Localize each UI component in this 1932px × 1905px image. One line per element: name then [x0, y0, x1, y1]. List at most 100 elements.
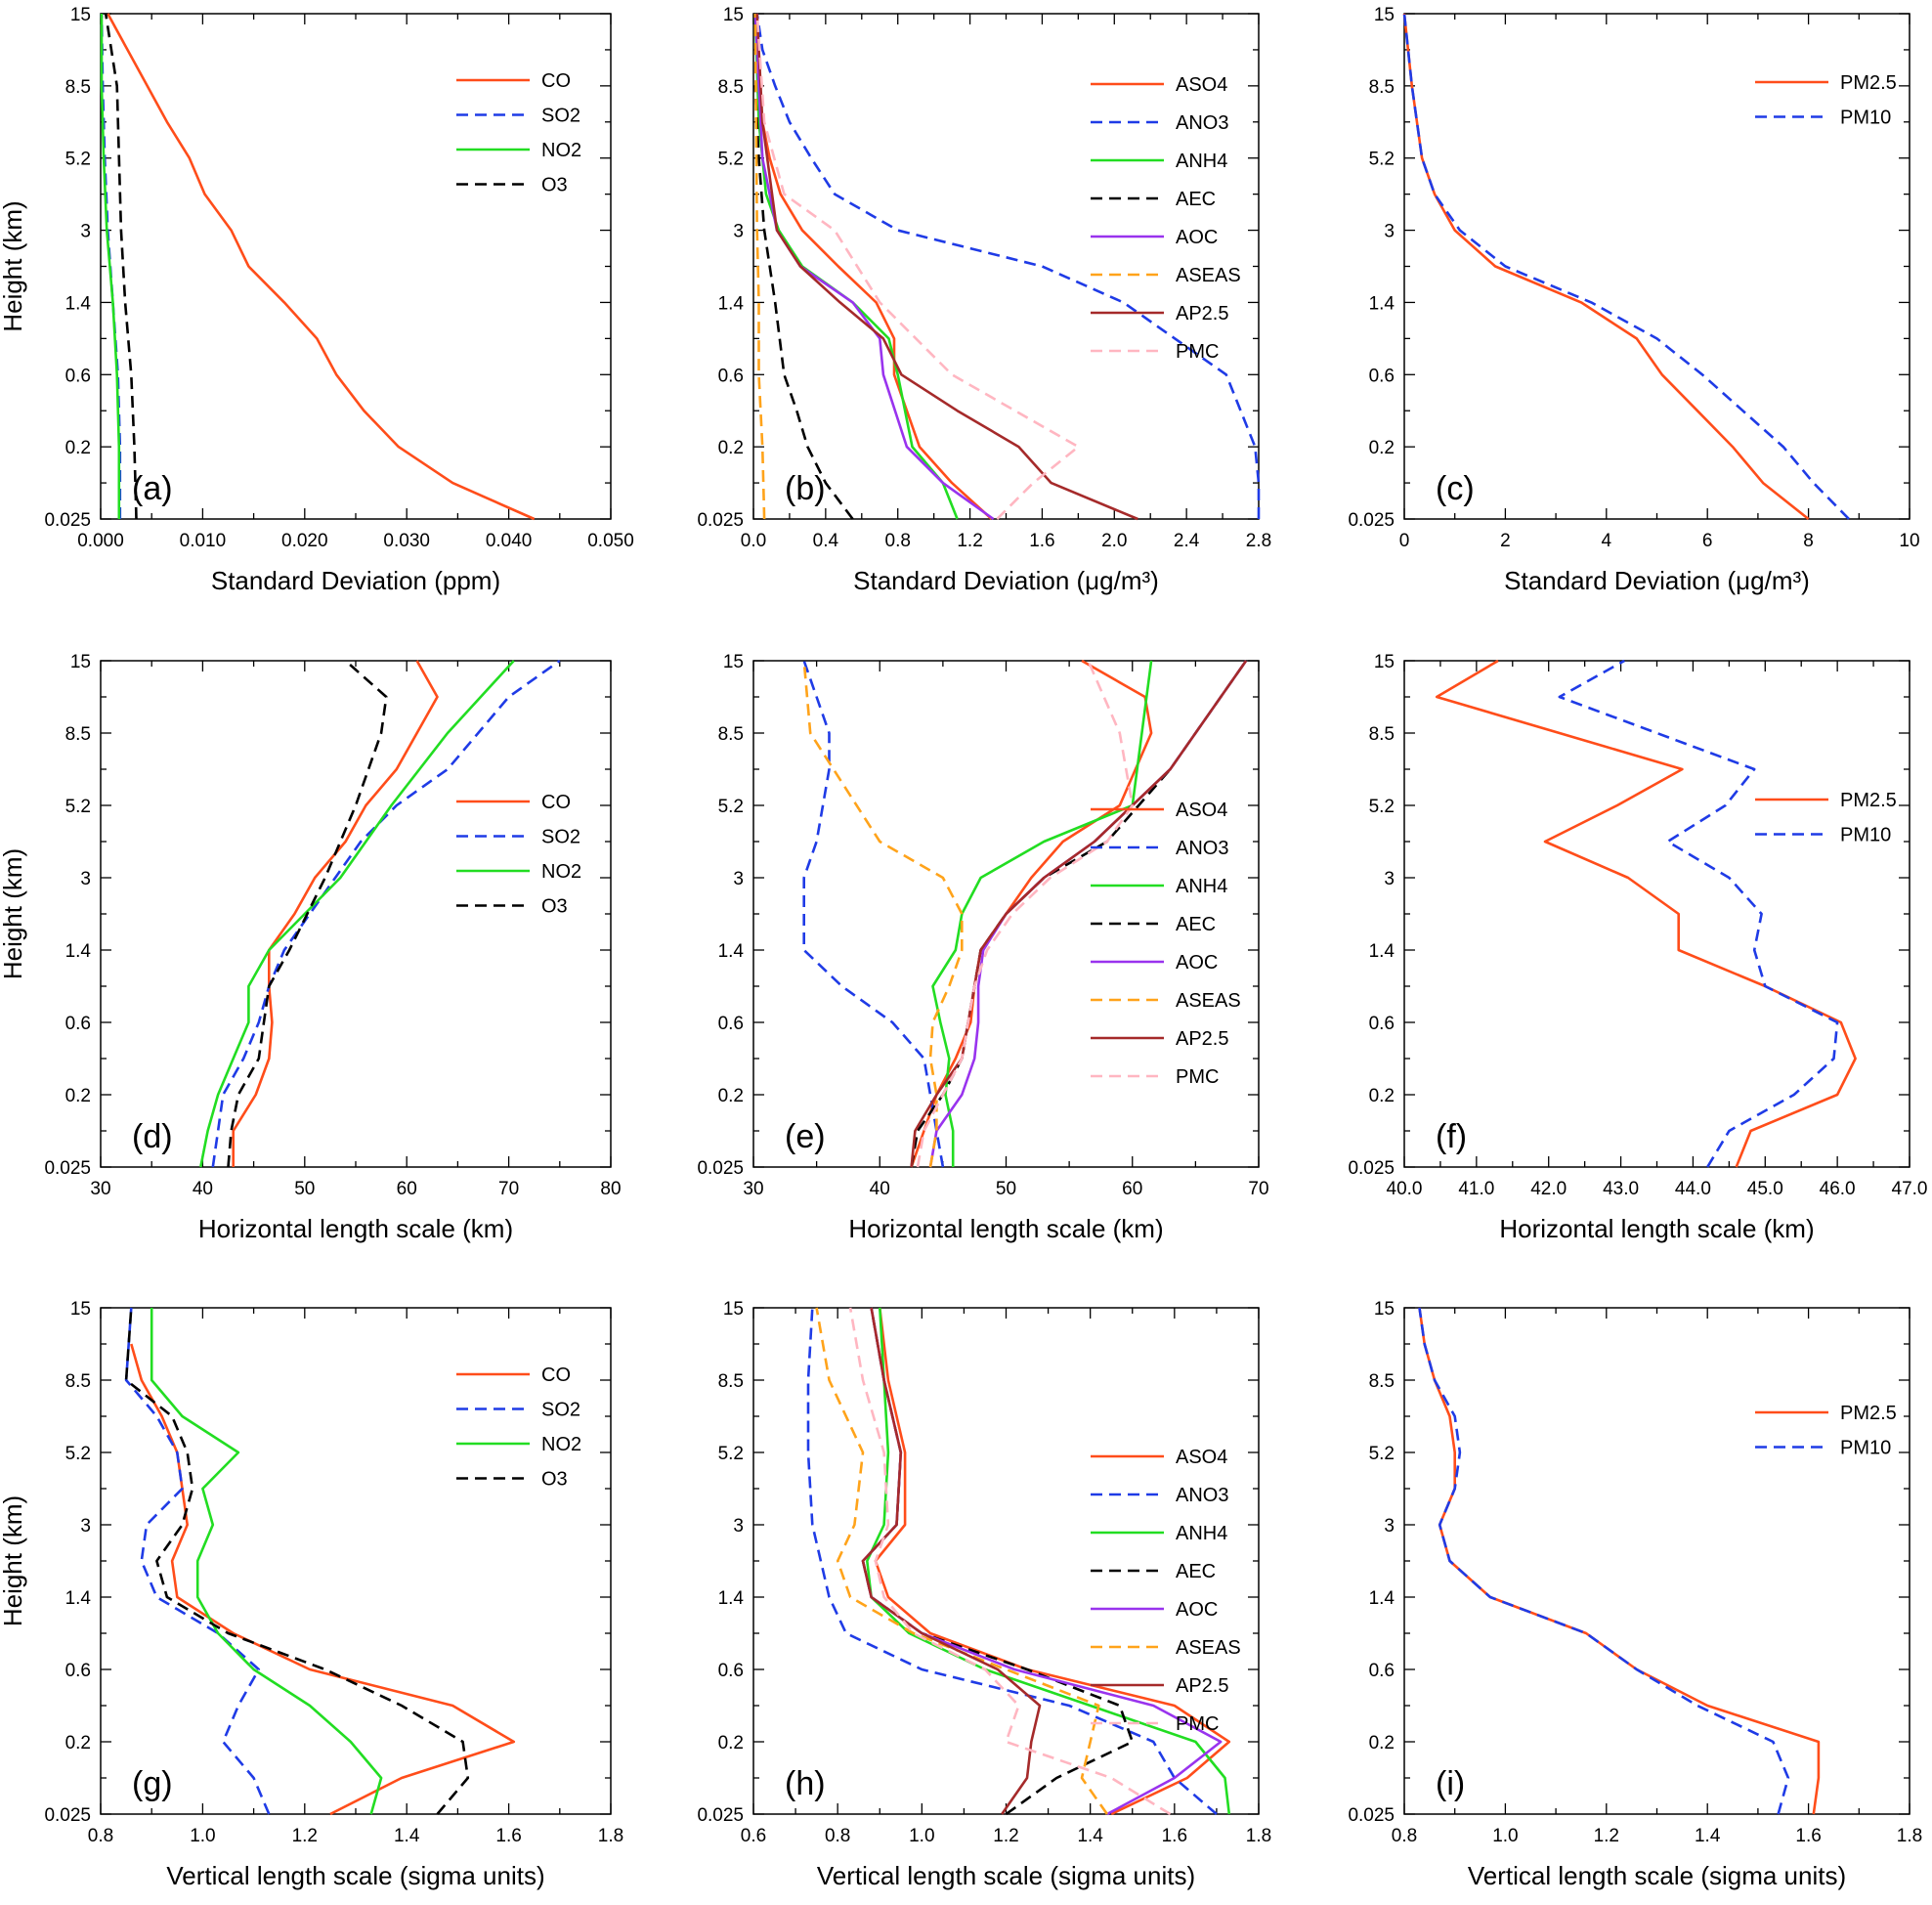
x-tick-label: 1.8	[598, 1826, 623, 1846]
series-line-ano3	[755, 13, 1261, 519]
x-tick-label: 30	[90, 1179, 110, 1199]
y-tick-label: 15	[1374, 1299, 1395, 1320]
y-tick-label: 8.5	[1369, 724, 1395, 745]
legend-label: PM2.5	[1840, 1403, 1897, 1424]
legend-label: NO2	[541, 861, 581, 883]
y-tick-label: 0.2	[718, 1733, 744, 1753]
x-tick-label: 1.0	[1492, 1826, 1518, 1846]
x-tick-label: 30	[743, 1179, 763, 1199]
series-line-aoc	[753, 13, 995, 521]
x-tick-label: 1.4	[1077, 1826, 1103, 1846]
x-tick-label: 8	[1803, 531, 1814, 551]
panel-f: 0.025 0.2 0.6 1.4 3 5.2 8.5 15 40.0 41.0 42.0 43.0 4…	[1348, 652, 1927, 1243]
series-line-ano3	[806, 1307, 1218, 1815]
series-line-no2	[199, 660, 515, 1168]
x-axis-title: Standard Deviation (μg/m³)	[853, 566, 1159, 595]
y-tick-label: 0.6	[1369, 1661, 1395, 1681]
legend-label: PM2.5	[1840, 72, 1897, 94]
series-line-aseas	[802, 660, 964, 1168]
panel-letter: (g)	[132, 1765, 173, 1802]
y-tick-label: 15	[723, 5, 744, 25]
x-tick-label: 45.0	[1747, 1179, 1783, 1199]
y-tick-label: 0.2	[718, 438, 744, 458]
x-tick-label: 0.000	[77, 531, 124, 551]
legend-label: PM10	[1840, 1438, 1891, 1459]
x-tick-label: 0.8	[825, 1826, 850, 1846]
x-axis-title: Vertical length scale (sigma units)	[1468, 1861, 1846, 1890]
y-tick-label: 8.5	[65, 77, 91, 98]
y-tick-label: 1.4	[718, 1588, 745, 1609]
y-tick-label: 5.2	[718, 1444, 744, 1464]
x-tick-label: 2	[1500, 531, 1511, 551]
x-axis-title: Vertical length scale (sigma units)	[817, 1861, 1195, 1890]
panel-letter: (a)	[132, 470, 173, 507]
legend-label: NO2	[541, 140, 581, 161]
y-axis-title: Height (km)	[0, 200, 27, 331]
y-tick-label: 1.4	[718, 293, 745, 314]
plot-frame	[1403, 1307, 1911, 1815]
y-tick-label: 1.4	[1369, 293, 1395, 314]
series-line-o3	[124, 1307, 470, 1815]
x-axis-title: Standard Deviation (ppm)	[211, 566, 500, 595]
x-tick-label: 42.0	[1530, 1179, 1567, 1199]
x-tick-label: 70	[1248, 1179, 1268, 1199]
x-tick-label: 60	[397, 1179, 417, 1199]
y-tick-label: 0.2	[1369, 1086, 1395, 1106]
x-tick-label: 1.2	[292, 1826, 318, 1846]
y-tick-label: 0.2	[718, 1086, 744, 1106]
y-tick-label: 0.2	[65, 1733, 91, 1753]
y-tick-label: 15	[1374, 5, 1395, 25]
series-line-o3	[227, 660, 388, 1168]
y-tick-label: 5.2	[65, 150, 91, 170]
series-line-anh4	[865, 1307, 1231, 1815]
y-tick-label: 0.6	[1369, 1014, 1395, 1034]
y-tick-label: 0.025	[44, 510, 91, 531]
y-tick-label: 1.4	[65, 1588, 92, 1609]
x-tick-label: 46.0	[1820, 1179, 1856, 1199]
x-tick-label: 1.0	[190, 1826, 215, 1846]
legend-label: ASEAS	[1176, 265, 1241, 286]
y-tick-label: 3	[1384, 1516, 1395, 1537]
legend-label: CO	[541, 1364, 571, 1386]
legend-label: PM2.5	[1840, 790, 1897, 811]
y-tick-label: 15	[70, 652, 91, 672]
y-tick-label: 1.4	[65, 293, 92, 314]
series-line-o3	[104, 13, 138, 520]
y-tick-label: 3	[733, 869, 744, 889]
x-tick-label: 10	[1899, 531, 1919, 551]
legend-label: ASEAS	[1176, 1637, 1241, 1659]
series-line-co	[107, 13, 536, 521]
x-tick-label: 1.6	[495, 1826, 521, 1846]
y-tick-label: 8.5	[65, 724, 91, 745]
panel-letter: (h)	[785, 1765, 826, 1802]
y-tick-label: 5.2	[1369, 150, 1395, 170]
y-tick-label: 0.2	[65, 1086, 91, 1106]
plot-frame	[1403, 13, 1911, 520]
plot-frame	[1403, 660, 1911, 1168]
series-line-pmc	[916, 660, 1135, 1168]
panel-letter: (c)	[1436, 470, 1475, 507]
y-tick-label: 5.2	[65, 1444, 91, 1464]
y-tick-label: 5.2	[1369, 1444, 1395, 1464]
series-line-aec	[861, 1307, 1135, 1816]
x-tick-label: 0.0	[741, 531, 766, 551]
series-line-pm25	[1418, 1307, 1821, 1815]
panel-g: 0.025 0.2 0.6 1.4 3 5.2 8.5 15 0.8 1.0 1.2 1.4 1.6 1.…	[0, 1299, 623, 1890]
x-tick-label: 60	[1122, 1179, 1142, 1199]
y-tick-label: 15	[723, 1299, 744, 1320]
x-tick-label: 1.2	[1594, 1826, 1619, 1846]
legend-label: PM10	[1840, 108, 1891, 129]
y-tick-label: 5.2	[718, 150, 744, 170]
legend-label: CO	[541, 792, 571, 813]
legend-label: PM10	[1840, 825, 1891, 846]
legend-label: SO2	[541, 106, 580, 127]
x-tick-label: 2.8	[1246, 531, 1271, 551]
y-tick-label: 1.4	[1369, 1588, 1395, 1609]
x-tick-label: 43.0	[1603, 1179, 1639, 1199]
panel-c: 0.025 0.2 0.6 1.4 3 5.2 8.5 15 0 2 4 6 8 10 Standard D…	[1348, 5, 1919, 595]
x-tick-label: 50	[294, 1179, 315, 1199]
y-tick-label: 0.6	[65, 366, 91, 386]
legend-label: ANH4	[1176, 1523, 1227, 1544]
x-tick-label: 0.010	[180, 531, 227, 551]
